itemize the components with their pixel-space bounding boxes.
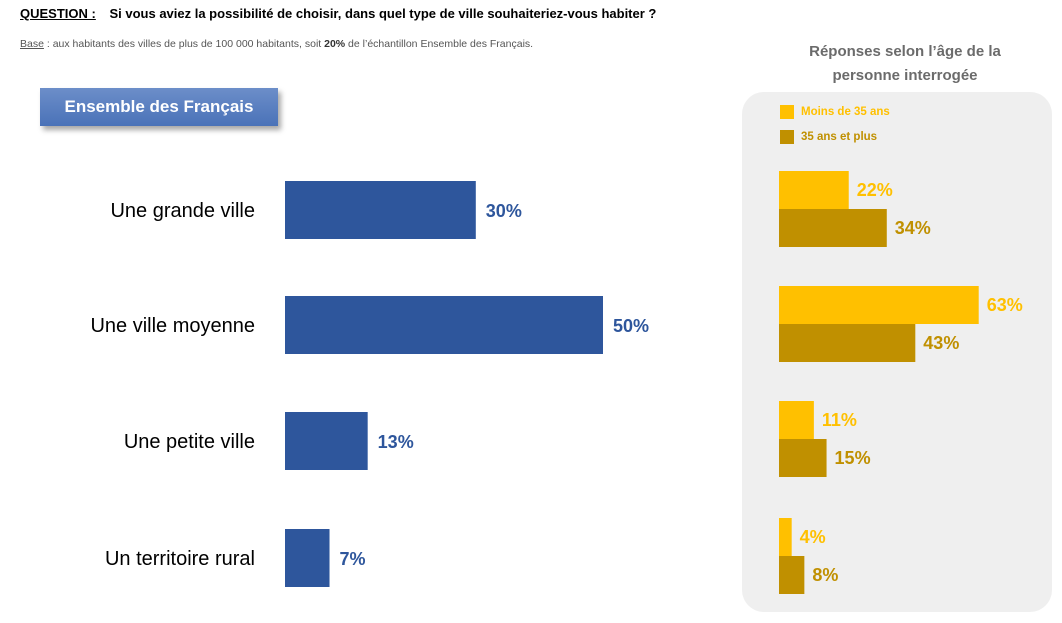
- main-value-label: 7%: [340, 549, 366, 569]
- age-bar-young: [779, 518, 792, 556]
- age-value-label-old: 43%: [923, 333, 959, 353]
- legend-item-old: 35 ans et plus: [780, 130, 877, 144]
- base-label: Base: [20, 38, 44, 50]
- age-value-label-young: 4%: [800, 527, 826, 547]
- question-label: QUESTION :: [20, 6, 96, 21]
- category-label: Une grande ville: [110, 200, 255, 222]
- age-value-label-old: 34%: [895, 218, 931, 238]
- legend-label-old: 35 ans et plus: [801, 131, 878, 143]
- age-value-label-young: 63%: [987, 295, 1023, 315]
- legend-swatch-old: [780, 130, 794, 144]
- main-value-label: 13%: [378, 432, 414, 452]
- right-title-line2: personne interrogée: [832, 67, 978, 84]
- age-bar-young: [779, 171, 849, 209]
- legend-label-young: Moins de 35 ans: [801, 106, 890, 118]
- question-header: QUESTION : Si vous aviez la possibilité …: [20, 6, 656, 21]
- main-value-label: 30%: [486, 201, 522, 221]
- base-text-before: : aux habitants des villes de plus de 10…: [43, 38, 325, 50]
- ensemble-box-label: Ensemble des Français: [64, 97, 254, 116]
- age-bar-young: [779, 401, 814, 439]
- legend-swatch-young: [780, 105, 794, 119]
- base-pct: 20%: [324, 38, 346, 50]
- category-label: Un territoire rural: [105, 548, 255, 570]
- main-bar: [285, 181, 476, 239]
- age-bar-old: [779, 439, 827, 477]
- age-value-label-young: 22%: [857, 180, 893, 200]
- age-bar-young: [779, 286, 979, 324]
- main-value-label: 50%: [613, 316, 649, 336]
- age-value-label-old: 15%: [835, 448, 871, 468]
- age-bar-old: [779, 209, 887, 247]
- age-value-label-old: 8%: [812, 565, 838, 585]
- age-value-label-young: 11%: [822, 410, 857, 430]
- main-bar: [285, 296, 603, 354]
- category-label: Une petite ville: [124, 431, 255, 453]
- legend-item-young: Moins de 35 ans: [780, 105, 890, 119]
- age-bar-old: [779, 324, 916, 362]
- base-text-after: de l’échantillon Ensemble des Français.: [345, 38, 534, 50]
- base-note: Base : aux habitants des villes de plus …: [20, 38, 533, 50]
- right-panel-title: Réponses selon l’âge de la personne inte…: [760, 40, 1050, 88]
- right-title-line1: Réponses selon l’âge de la: [809, 43, 1001, 60]
- question-text: Si vous aviez la possibilité de choisir,…: [109, 6, 657, 21]
- main-bar: [285, 529, 330, 587]
- ensemble-box: Ensemble des Français: [40, 88, 278, 126]
- age-bar-old: [779, 556, 805, 594]
- category-label: Une ville moyenne: [90, 315, 255, 337]
- main-bar: [285, 412, 368, 470]
